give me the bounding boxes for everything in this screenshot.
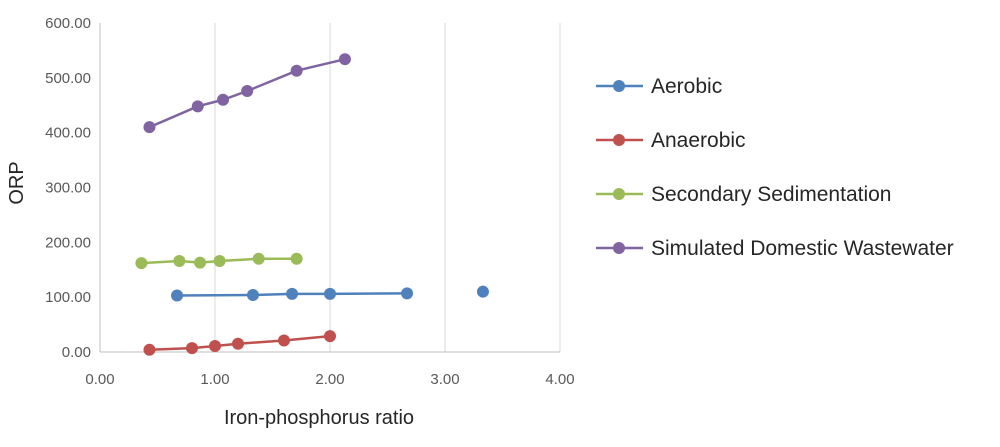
series-line-simulated-domestic-wastewater (148, 57, 346, 129)
data-point-simulated-domestic-wastewater (241, 84, 254, 97)
y-tick-labels: 0.00 100.00 200.00 300.00 400.00 500.00 600.00 (45, 15, 91, 361)
data-point-secondary-sedimentation (173, 254, 186, 267)
y-tick-label: 0.00 (62, 344, 91, 361)
legend-item-simulated-domestic-wastewater: Simulated Domestic Wastewater (596, 237, 954, 260)
legend-item-secondary-sedimentation: Secondary Sedimentation (596, 183, 892, 206)
data-point-aerobic (324, 287, 336, 300)
y-axis-title: ORP (6, 161, 28, 204)
data-point-simulated-domestic-wastewater (338, 53, 351, 66)
data-point-aerobic (401, 287, 414, 300)
data-point-simulated-domestic-wastewater (217, 93, 230, 106)
data-point-simulated-domestic-wastewater (143, 121, 156, 134)
data-point-simulated-domestic-wastewater (191, 100, 204, 113)
data-point-secondary-sedimentation (213, 254, 226, 267)
data-point-aerobic (246, 288, 259, 301)
series-anaerobic (143, 330, 336, 356)
x-axis-title: Iron-phosphorus ratio (224, 407, 414, 429)
y-tick-label: 200.00 (45, 234, 91, 251)
data-point-aerobic (476, 285, 489, 298)
legend-marker (613, 188, 625, 200)
legend: Aerobic Anaerobic Secondary Sedimentation S… (596, 75, 954, 260)
y-tick-label: 600.00 (45, 15, 91, 32)
data-point-simulated-domestic-wastewater (290, 64, 303, 77)
data-point-anaerobic (324, 330, 336, 343)
legend-label: Simulated Domestic Wastewater (651, 237, 954, 260)
x-tick-labels: 0.00 1.00 2.00 3.00 4.00 (85, 371, 574, 388)
data-point-anaerobic (232, 337, 244, 350)
legend-item-aerobic: Aerobic (596, 75, 722, 98)
series-line-anaerobic (149, 334, 331, 352)
legend-item-anaerobic: Anaerobic (596, 129, 746, 152)
y-tick-label: 300.00 (45, 180, 91, 197)
data-point-anaerobic (278, 334, 290, 347)
x-tick-label: 4.00 (545, 371, 574, 388)
data-point-secondary-sedimentation (252, 252, 265, 265)
data-point-aerobic (286, 287, 299, 300)
data-point-secondary-sedimentation (194, 256, 207, 269)
legend-label: Anaerobic (651, 129, 746, 152)
data-point-secondary-sedimentation (135, 257, 148, 270)
y-tick-label: 100.00 (45, 289, 91, 306)
legend-marker (613, 80, 625, 92)
series-secondary-sedimentation (135, 252, 303, 270)
x-tick-label: 2.00 (315, 371, 344, 388)
data-point-anaerobic (209, 339, 221, 352)
x-tick-label: 1.00 (200, 371, 229, 388)
y-tick-label: 500.00 (45, 70, 91, 87)
data-point-anaerobic (143, 343, 156, 356)
legend-label: Secondary Sedimentation (651, 183, 892, 206)
axes (99, 23, 560, 353)
x-tick-label: 3.00 (430, 371, 459, 388)
legend-marker (613, 134, 625, 146)
data-point-aerobic (171, 289, 184, 302)
plot-area (135, 53, 489, 356)
series-simulated-domestic-wastewater (143, 53, 351, 134)
data-point-anaerobic (186, 342, 198, 355)
legend-label: Aerobic (651, 75, 722, 98)
grid (214, 23, 561, 352)
legend-marker (613, 242, 625, 254)
y-tick-label: 400.00 (45, 125, 91, 142)
x-tick-label: 0.00 (85, 371, 114, 388)
data-point-secondary-sedimentation (290, 252, 303, 265)
series-line-secondary-sedimentation (141, 257, 297, 265)
series-aerobic (171, 285, 489, 302)
